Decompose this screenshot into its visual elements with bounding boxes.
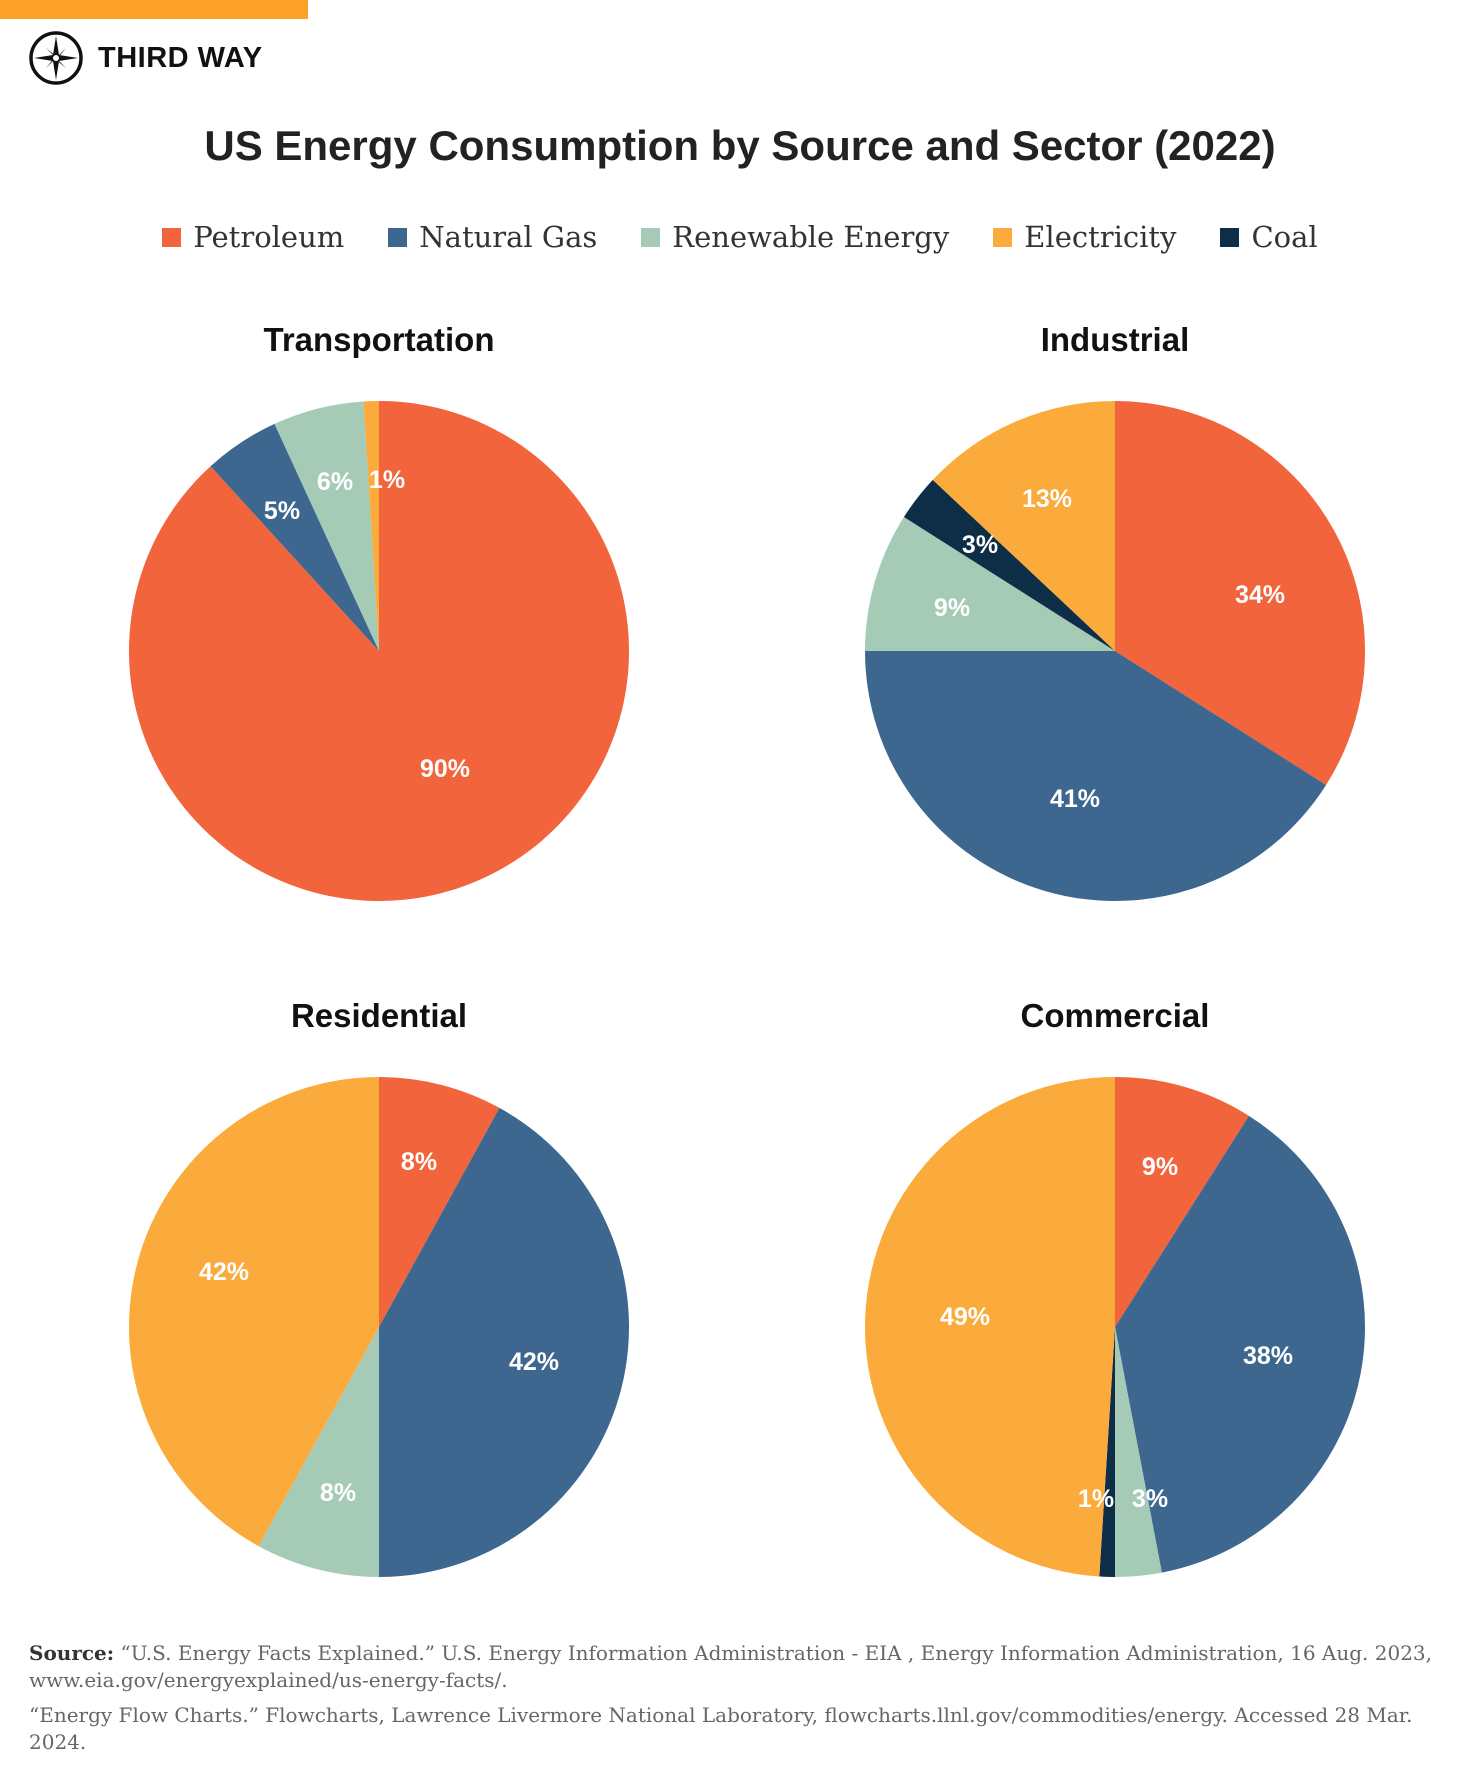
legend-item: Natural Gas xyxy=(388,220,597,254)
pie-industrial: Industrial 34% 41% 9% 3% 13% xyxy=(865,321,1366,902)
pie-data-label: 90% xyxy=(420,755,470,783)
pie-slice-renewable-energy xyxy=(1115,1327,1162,1577)
source-line-2: “Energy Flow Charts.” Flowcharts, Lawren… xyxy=(29,1703,1413,1754)
pie-data-label: 13% xyxy=(1022,485,1072,513)
chart-title: US Energy Consumption by Source and Sect… xyxy=(204,122,1276,169)
legend-item: Electricity xyxy=(993,220,1176,254)
pie-slice-petroleum xyxy=(379,1077,500,1327)
pie-slice-renewable-energy xyxy=(274,401,379,651)
pie-slice-renewable-energy xyxy=(865,517,1115,651)
pie-data-label: 6% xyxy=(317,468,353,496)
pie-slice-renewable-energy xyxy=(258,1327,379,1577)
source-label: Source: xyxy=(29,1641,115,1665)
legend-swatch xyxy=(1220,227,1240,247)
pie-data-label: 8% xyxy=(320,1479,356,1507)
pie-data-label: 1% xyxy=(369,466,405,494)
pie-slice-electricity xyxy=(128,1077,379,1547)
source-citation-1: “U.S. Energy Facts Explained.” U.S. Ener… xyxy=(29,1641,1432,1692)
pie-transportation: Transportation 90% 5% 6% 1% xyxy=(128,321,629,901)
legend-item: Coal xyxy=(1220,220,1318,254)
legend-label: Natural Gas xyxy=(419,220,598,254)
pie-title: Commercial xyxy=(1021,997,1210,1034)
brand-name: THIRD WAY xyxy=(98,41,263,74)
accent-bar xyxy=(0,0,308,19)
pie-data-label: 38% xyxy=(1243,1342,1293,1370)
pie-data-label: 41% xyxy=(1050,785,1100,813)
pie-data-label: 3% xyxy=(962,531,998,559)
pie-charts: Transportation 90% 5% 6% 1% Industrial 34% 41% 9… xyxy=(128,321,1366,1577)
legend-swatch xyxy=(388,227,408,247)
legend-label: Petroleum xyxy=(193,220,345,254)
pie-data-label: 42% xyxy=(199,1258,249,1286)
pie-slice-natural-gas xyxy=(210,423,379,651)
legend-swatch xyxy=(641,227,661,247)
legend-item: Renewable Energy xyxy=(641,220,949,254)
pie-data-label: 8% xyxy=(401,1148,437,1176)
pie-title: Residential xyxy=(291,997,467,1034)
legend-item: Petroleum xyxy=(162,220,344,254)
pie-slice-petroleum xyxy=(1115,1077,1249,1327)
pie-slice-natural-gas xyxy=(1115,1115,1365,1573)
legend-label: Electricity xyxy=(1024,220,1177,254)
pie-data-label: 3% xyxy=(1132,1485,1168,1513)
pie-slice-electricity xyxy=(932,401,1115,651)
legend-swatch xyxy=(162,227,182,247)
pie-data-label: 49% xyxy=(940,1303,990,1331)
pie-title: Industrial xyxy=(1041,321,1190,358)
pie-data-label: 9% xyxy=(1142,1153,1178,1181)
pie-data-label: 34% xyxy=(1235,581,1285,609)
legend-swatch xyxy=(993,227,1013,247)
source-note: Source: “U.S. Energy Facts Explained.” U… xyxy=(29,1640,1449,1764)
pie-slice-electricity xyxy=(864,1077,1115,1577)
pie-data-label: 9% xyxy=(934,594,970,622)
pie-slice-natural-gas xyxy=(379,1107,629,1577)
compass-icon xyxy=(29,31,83,85)
logo: THIRD WAY xyxy=(28,30,263,86)
pie-commercial: Commercial 9% 38% 3% 1% 49% xyxy=(864,997,1365,1577)
pie-slice-coal xyxy=(1099,1327,1115,1577)
pie-slice-coal xyxy=(903,479,1115,651)
source-line-1: Source: “U.S. Energy Facts Explained.” U… xyxy=(29,1640,1449,1694)
pie-residential: Residential 8% 42% 8% 42% xyxy=(128,997,629,1577)
pie-slice-petroleum xyxy=(1115,401,1366,785)
pie-data-label: 1% xyxy=(1078,1485,1114,1513)
pie-slice-electricity xyxy=(363,401,379,651)
legend: Petroleum Natural Gas Renewable Energy Elec… xyxy=(0,220,1480,254)
pie-data-label: 42% xyxy=(509,1348,559,1376)
pie-data-label: 5% xyxy=(264,497,300,525)
pie-title: Transportation xyxy=(263,321,494,358)
pie-slice-natural-gas xyxy=(865,651,1327,902)
legend-label: Renewable Energy xyxy=(672,220,950,254)
legend-label: Coal xyxy=(1251,220,1318,254)
